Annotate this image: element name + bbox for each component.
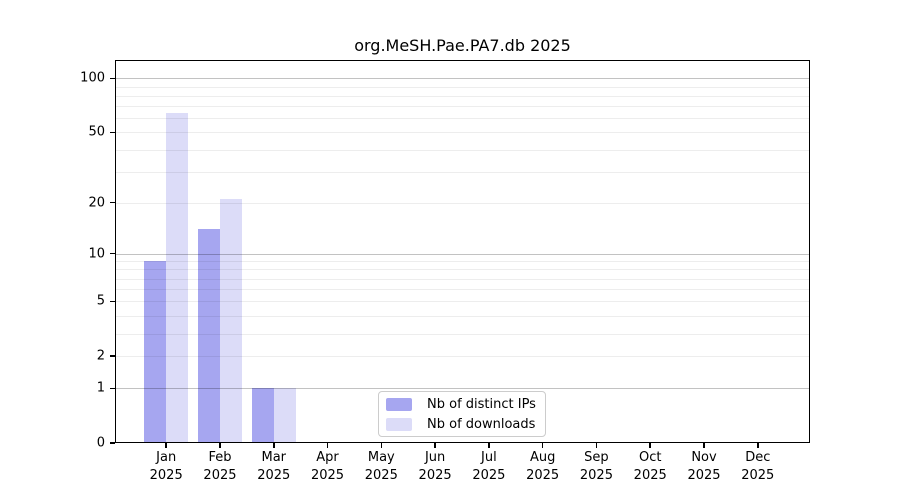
y-tick-label-2: 2 [96,348,105,364]
x-tick-label-jan: Jan 2025 [149,450,183,483]
gridline-minor-6 [115,289,810,291]
bar-nb-of-distinct-ips-mar [251,388,274,443]
x-tick-mar [273,443,275,448]
legend-item-distinct-ips: Nb of distinct IPs [379,394,545,414]
legend-swatch-downloads-icon [386,417,412,431]
bar-nb-of-distinct-ips-feb [197,229,220,443]
x-tick-aug [541,443,544,448]
gridline-minor-8 [115,269,810,271]
gridline-minor-30 [115,171,810,173]
chart-title: org.MeSH.Pae.PA7.db 2025 [354,36,571,55]
legend-label-downloads: Nb of downloads [427,416,536,432]
x-tick-label-may: May 2025 [364,450,398,483]
y-tick-2 [110,355,115,357]
x-tick-label-sep: Sep 2025 [579,450,613,483]
y-tick-label-20: 20 [88,195,105,211]
x-tick-jun [434,443,436,448]
gridline-minor-4 [115,315,810,317]
x-tick-label-oct: Oct 2025 [633,450,667,483]
legend-label-distinct-ips: Nb of distinct IPs [427,396,536,412]
gridline-minor-7 [115,278,810,280]
bar-nb-of-downloads-jan [166,113,189,443]
y-tick-100 [110,77,115,80]
x-tick-label-nov: Nov 2025 [687,450,721,483]
x-tick-label-mar: Mar 2025 [257,450,291,483]
y-tick-label-10: 10 [88,246,105,262]
x-tick-label-jun: Jun 2025 [418,450,452,483]
gridline-minor-20 [115,202,810,204]
gridline-major-10 [115,253,810,255]
x-tick-label-aug: Aug 2025 [526,450,560,483]
x-tick-label-dec: Dec 2025 [741,450,775,483]
y-tick-label-50: 50 [88,124,105,140]
y-tick-label-0: 0 [96,435,105,451]
chart-legend: Nb of distinct IPs Nb of downloads [378,391,546,437]
y-tick-5 [110,300,115,303]
plot-area: Jan 2025 Feb 2025 Mar 2025 Apr 2025 May 2025 Jun 20… [80,60,810,483]
x-tick-dec [757,443,759,448]
x-tick-sep [595,443,598,448]
legend-item-downloads: Nb of downloads [379,414,545,434]
x-tick-apr [326,443,329,448]
y-tick-label-1: 1 [96,380,105,396]
x-tick-feb [219,443,221,448]
y-tick-10 [110,252,115,255]
y-tick-label-5: 5 [96,293,105,309]
y-tick-1 [110,387,115,389]
y-tick-50 [110,131,115,134]
gridline-minor-60 [115,118,810,120]
gridline-minor-50 [115,132,810,134]
gridline-minor-90 [115,86,810,88]
x-tick-jul [488,443,490,448]
gridline-minor-2 [115,356,810,358]
gridline-minor-70 [115,106,810,108]
x-tick-oct [649,443,651,448]
gridline-minor-3 [115,333,810,335]
gridline-minor-40 [115,149,810,151]
legend-swatch-distinct-ips-icon [386,397,412,411]
x-tick-jan [165,443,167,448]
gridline-minor-9 [115,261,810,263]
gridline-minor-5 [115,301,810,303]
gridline-minor-80 [115,95,810,97]
x-tick-may [380,443,383,448]
gridline-major-100 [115,78,810,80]
x-tick-nov [703,443,705,448]
bar-nb-of-distinct-ips-jan [144,261,167,443]
gridline-major-1 [115,388,810,390]
x-tick-label-apr: Apr 2025 [310,450,345,483]
bar-nb-of-downloads-mar [273,388,296,443]
y-tick-20 [110,201,115,204]
bar-nb-of-downloads-feb [219,198,242,443]
x-tick-label-jul: Jul 2025 [472,450,506,483]
y-tick-0 [110,442,115,444]
x-tick-label-feb: Feb 2025 [203,450,237,483]
y-tick-label-100: 100 [80,70,105,86]
